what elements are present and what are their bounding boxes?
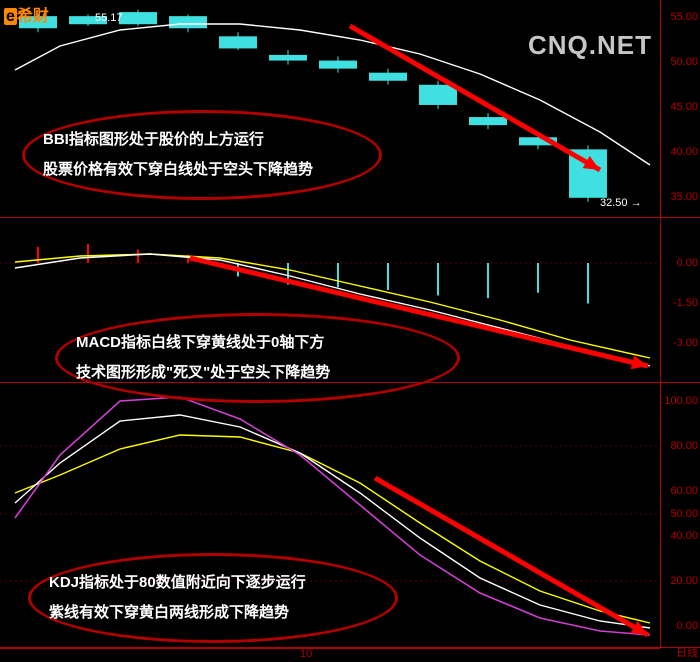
price-value-label: 55.17 [95, 12, 123, 24]
price-end-label: 32.50 → [600, 197, 642, 209]
macd-annotation-line2: 技术图形形成"死叉"处于空头下降趋势 [76, 358, 439, 388]
kdj-y-axis: 100.0080.0060.0050.0040.0020.000.00 [660, 383, 700, 647]
chart-container: e希财 CNQ.NET 55.0050.0045.0040.0035.00 55… [0, 0, 700, 662]
kdj-annotation: KDJ指标处于80数值附近向下逐步运行 紫线有效下穿黄白两线形成下降趋势 [28, 553, 398, 643]
macd-annotation: MACD指标白线下穿黄线处于0轴下方 技术图形形成"死叉"处于空头下降趋势 [55, 313, 460, 403]
watermark: CNQ.NET [528, 30, 652, 61]
macd-annotation-line1: MACD指标白线下穿黄线处于0轴下方 [76, 328, 439, 358]
macd-y-axis: 0.00-1.50-3.00 [660, 218, 700, 382]
macd-panel: 0.00-1.50-3.00 MACD指标白线下穿黄线处于0轴下方 技术图形形成… [0, 218, 700, 383]
kdj-panel: 100.0080.0060.0050.0040.0020.000.00 KDJ指… [0, 383, 700, 648]
bbi-annotation-line1: BBI指标图形处于股价的上方运行 [43, 125, 361, 155]
kdj-annotation-line1: KDJ指标处于80数值附近向下逐步运行 [49, 568, 377, 598]
x-axis: 10 日线 [0, 648, 660, 662]
x-right-label: 日线 [676, 644, 698, 660]
price-y-axis: 55.0050.0045.0040.0035.00 [660, 0, 700, 217]
brand-logo: e希财 [4, 2, 49, 26]
x-tick-label: 10 [300, 648, 312, 660]
bbi-annotation-line2: 股票价格有效下穿白线处于空头下降趋势 [43, 155, 361, 185]
bbi-annotation: BBI指标图形处于股价的上方运行 股票价格有效下穿白线处于空头下降趋势 [22, 110, 382, 200]
kdj-annotation-line2: 紫线有效下穿黄白两线形成下降趋势 [49, 598, 377, 628]
